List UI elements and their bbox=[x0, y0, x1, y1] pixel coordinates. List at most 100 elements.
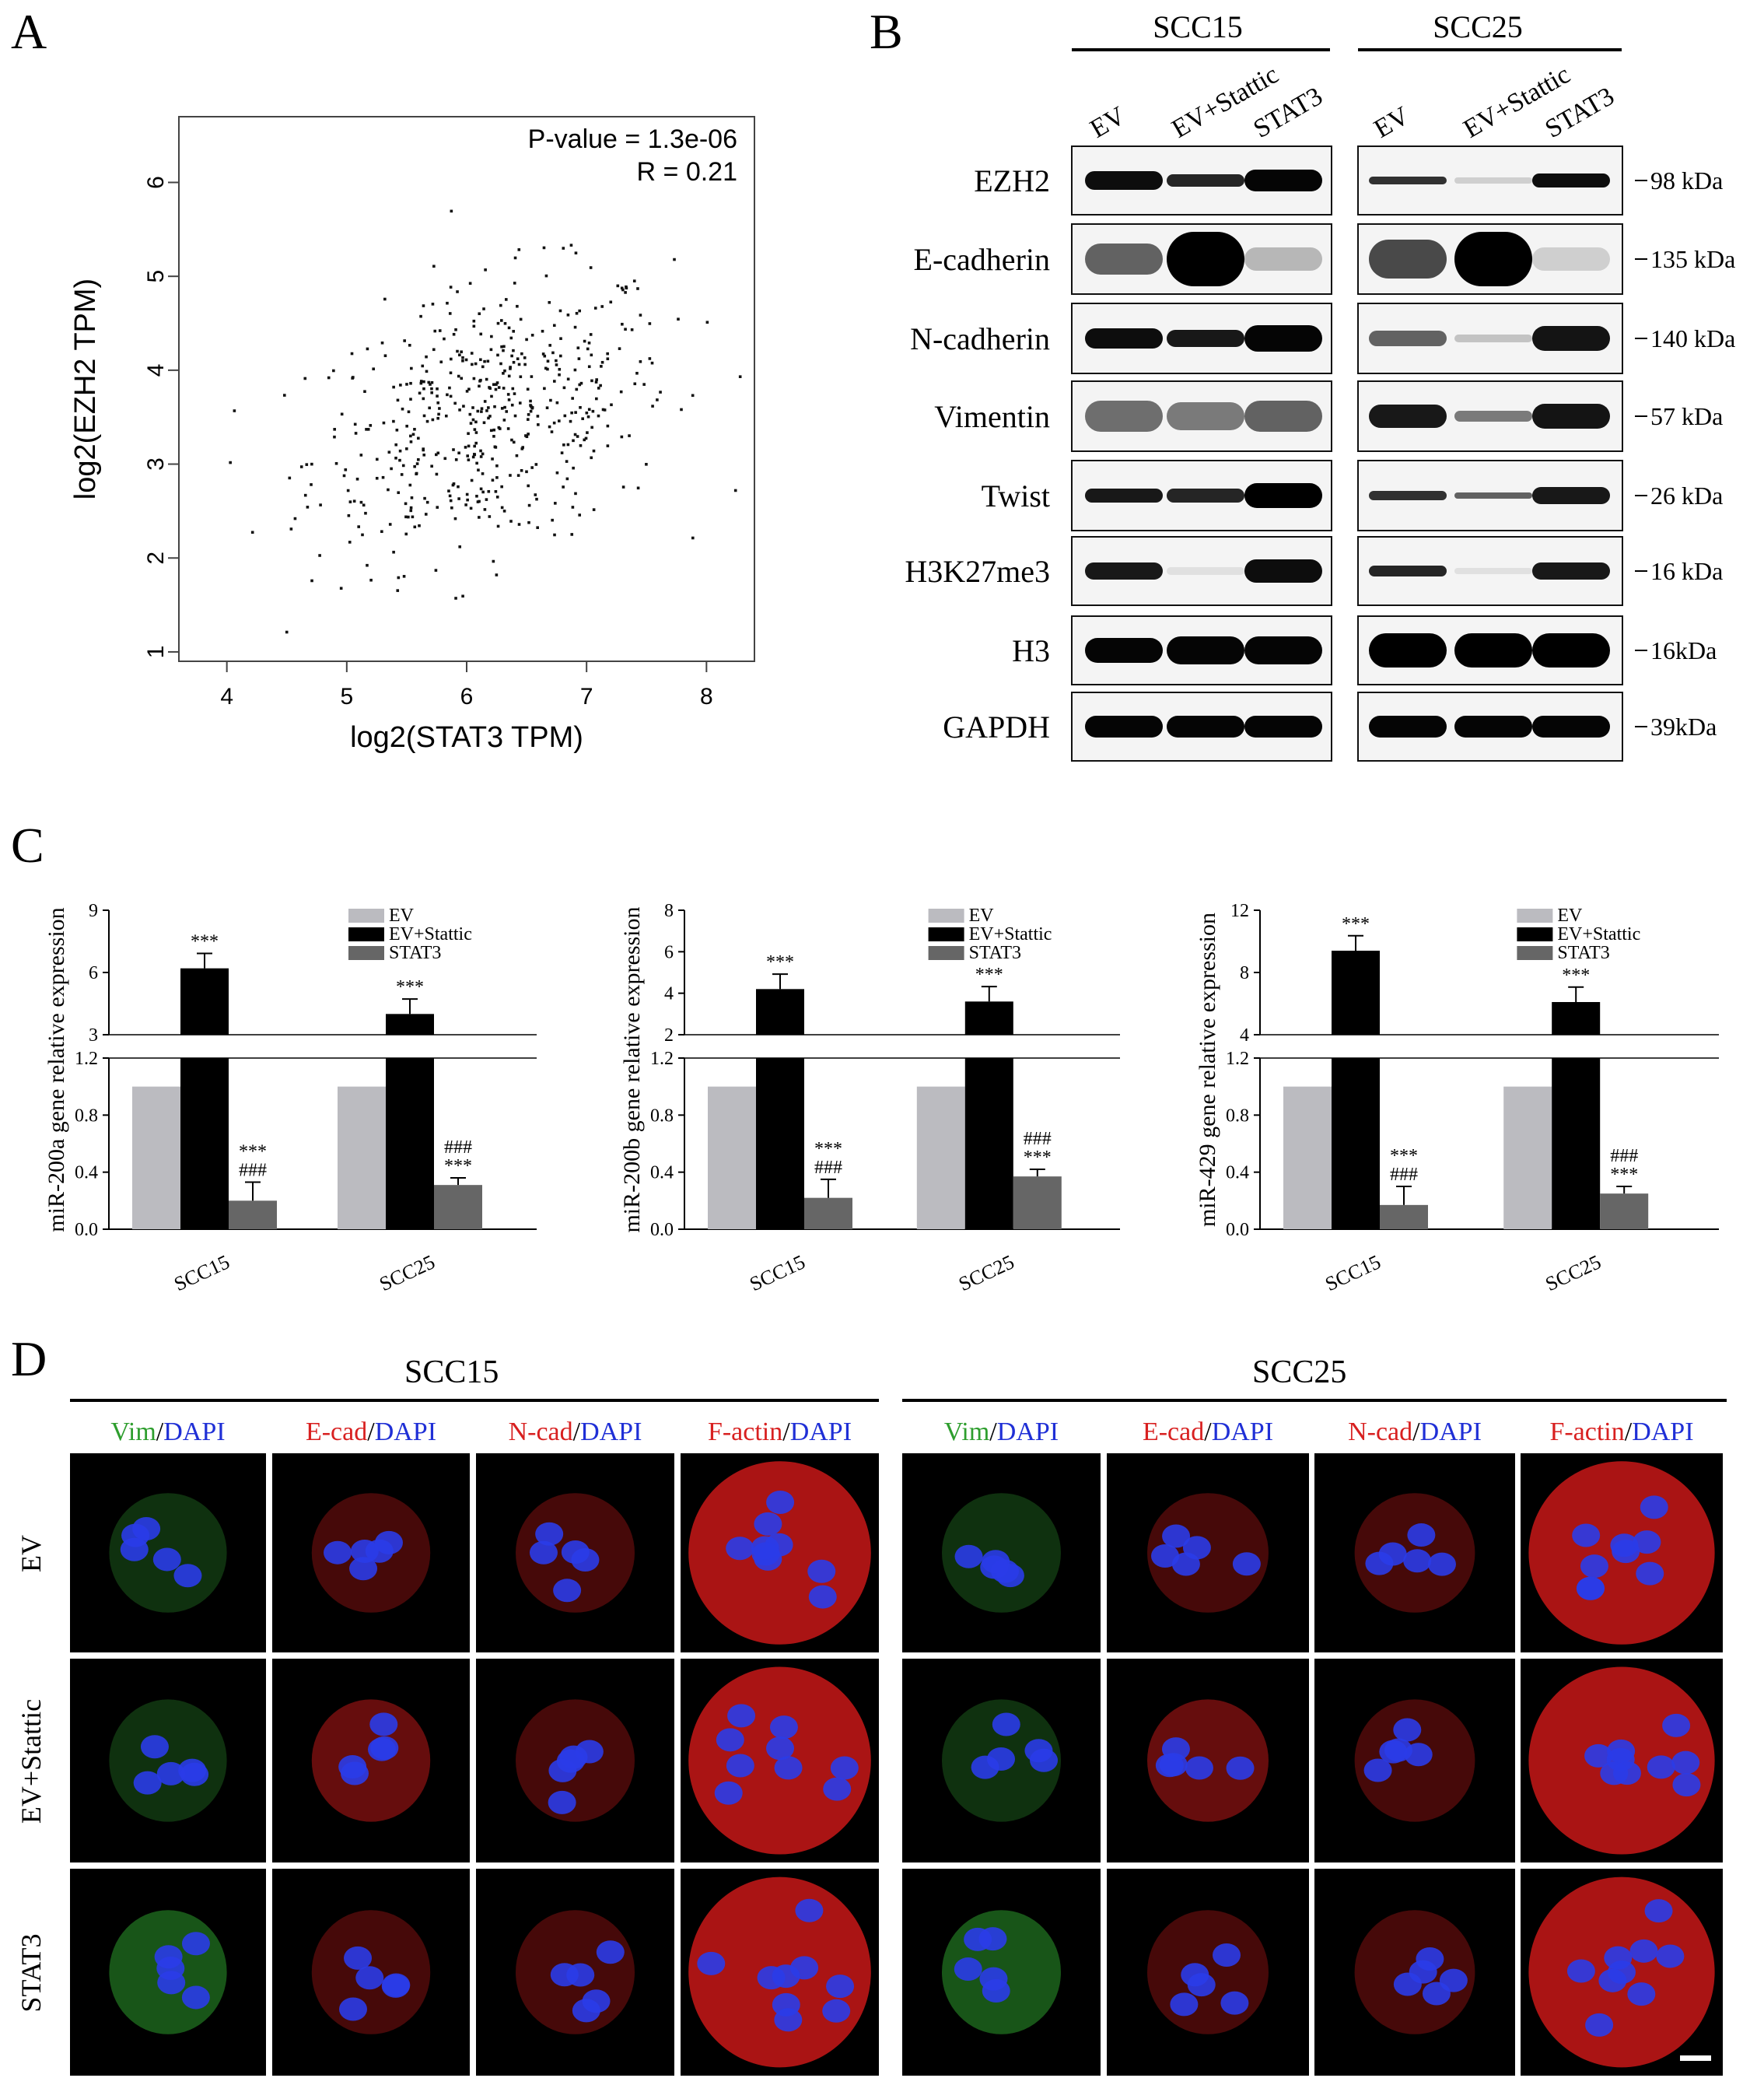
legend-label: STAT3 bbox=[1557, 943, 1609, 963]
dapi-text: DAPI bbox=[580, 1417, 642, 1446]
nucleus bbox=[754, 1512, 782, 1536]
scatter-point bbox=[544, 366, 548, 370]
y-tick-label: 1.2 bbox=[650, 1049, 674, 1069]
scatter-point bbox=[592, 508, 596, 511]
micrograph-tile bbox=[1107, 1869, 1309, 2076]
scatter-point bbox=[541, 352, 545, 356]
nucleus bbox=[1662, 1713, 1691, 1737]
scatter-point bbox=[636, 287, 639, 290]
x-tick-label: 4 bbox=[220, 684, 233, 710]
scatter-point bbox=[585, 411, 589, 415]
marker-text: E-cad bbox=[1142, 1417, 1205, 1446]
scatter-point bbox=[583, 438, 586, 442]
blot-band bbox=[1244, 325, 1322, 352]
micrograph-svg bbox=[1528, 1666, 1715, 1855]
scatter-point bbox=[502, 510, 506, 513]
micrograph-tile bbox=[902, 1869, 1101, 2076]
scatter-point bbox=[409, 506, 413, 510]
y-tick-label: 0.8 bbox=[650, 1106, 674, 1126]
scatter-point bbox=[425, 500, 429, 504]
sig-annotation: *** bbox=[1024, 1148, 1052, 1168]
scatter-plot: 4 5 6 7 8 1 2 3 4 5 6 P-value = 1.3e-06 R = 0.21 l… bbox=[70, 116, 755, 754]
x-tick-label: SCC25 bbox=[955, 1250, 1017, 1295]
scatter-point bbox=[452, 332, 456, 336]
scatter-point bbox=[500, 485, 503, 489]
nucleus bbox=[344, 1946, 373, 1970]
legend-label: EV bbox=[389, 906, 415, 926]
scatter-point bbox=[456, 349, 459, 353]
scatter-point bbox=[530, 405, 533, 408]
nucleus bbox=[716, 1728, 744, 1752]
scatter-point bbox=[512, 330, 516, 333]
scatter-point bbox=[383, 297, 387, 301]
scatter-axes: 4 5 6 7 8 1 2 3 4 5 6 bbox=[143, 176, 713, 710]
nucleus bbox=[181, 1932, 210, 1956]
scatter-point bbox=[365, 428, 368, 431]
legend-swatch bbox=[1517, 927, 1553, 941]
scatter-point bbox=[496, 321, 500, 325]
dapi-text: DAPI bbox=[789, 1417, 852, 1446]
sig-annotation: ### bbox=[1024, 1129, 1052, 1149]
micrograph-tile bbox=[1521, 1869, 1723, 2076]
scatter-point bbox=[473, 428, 477, 431]
nucleus bbox=[766, 1736, 795, 1761]
nucleus bbox=[1600, 1761, 1629, 1785]
micrograph-tile bbox=[1314, 1869, 1515, 2076]
nucleus bbox=[1656, 1944, 1685, 1968]
scatter-point bbox=[526, 387, 530, 391]
micrograph-tile bbox=[272, 1869, 470, 2076]
dapi-text: DAPI bbox=[1211, 1417, 1274, 1446]
scatter-point bbox=[500, 506, 504, 510]
scatter-point bbox=[562, 485, 565, 489]
blot-band bbox=[1369, 331, 1447, 346]
blot-band bbox=[1085, 171, 1163, 190]
nucleus bbox=[1584, 1743, 1613, 1768]
nucleus bbox=[1393, 1718, 1422, 1742]
nucleus bbox=[548, 1758, 577, 1782]
blot-band bbox=[1244, 170, 1322, 191]
scatter-point bbox=[333, 435, 336, 439]
scatter-point bbox=[589, 266, 593, 269]
scatter-point bbox=[293, 517, 297, 520]
scatter-point bbox=[430, 464, 433, 468]
scatter-point bbox=[570, 533, 574, 536]
scatter-point bbox=[310, 483, 313, 486]
nucleus bbox=[1378, 1542, 1407, 1566]
scatter-point bbox=[543, 354, 547, 358]
scatter-point bbox=[429, 383, 432, 386]
blot-band bbox=[1244, 401, 1322, 432]
scatter-point bbox=[544, 274, 548, 278]
scatter-point bbox=[542, 246, 546, 250]
scatter-point bbox=[350, 352, 354, 356]
scatter-point bbox=[372, 367, 375, 371]
scatter-point bbox=[620, 435, 624, 439]
protein-label: Vimentin bbox=[934, 399, 1050, 434]
scatter-point bbox=[546, 359, 550, 363]
scatter-point bbox=[396, 398, 400, 402]
scatter-point bbox=[288, 476, 292, 480]
dapi-text: DAPI bbox=[996, 1417, 1059, 1446]
nucleus bbox=[1024, 1739, 1053, 1763]
scatter-point bbox=[408, 343, 411, 347]
scatter-point bbox=[458, 545, 462, 548]
scatter-point bbox=[512, 349, 515, 352]
scatter-point bbox=[516, 474, 520, 477]
scatter-point bbox=[595, 397, 598, 401]
nucleus bbox=[1566, 1959, 1595, 1983]
scatter-point bbox=[299, 465, 303, 468]
nucleus bbox=[369, 1712, 398, 1736]
scatter-point bbox=[548, 344, 551, 347]
scatter-point bbox=[621, 288, 625, 292]
blot-rows: EZH2 98 kDa E-cadherin 135 kDa N-cadherin 140… bbox=[905, 145, 1735, 762]
scatter-point bbox=[363, 390, 366, 394]
scatter-point bbox=[495, 383, 498, 386]
scatter-point bbox=[636, 486, 640, 490]
scatter-point bbox=[496, 524, 500, 528]
nucleus bbox=[355, 1966, 384, 1990]
micrograph-svg bbox=[516, 1493, 635, 1613]
scatter-point bbox=[566, 377, 570, 381]
scatter-point bbox=[527, 503, 531, 507]
nucleus bbox=[766, 1490, 795, 1514]
nucleus bbox=[1403, 1549, 1432, 1573]
